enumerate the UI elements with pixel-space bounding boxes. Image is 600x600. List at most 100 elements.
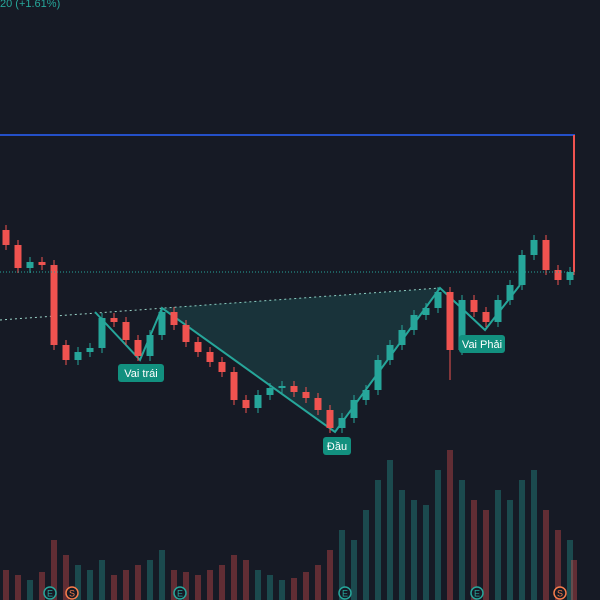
label-box — [323, 437, 351, 455]
pattern-label: Đầu — [327, 441, 347, 453]
event-marker — [338, 586, 352, 600]
event-marker — [553, 586, 567, 600]
volume-bar — [543, 510, 549, 600]
candle-body — [206, 352, 214, 362]
volume-bar — [495, 490, 501, 600]
candle-body — [134, 340, 142, 356]
volume-bar — [315, 565, 321, 600]
event-label: E — [47, 588, 53, 598]
candle-body — [242, 400, 250, 408]
event-marker — [470, 586, 484, 600]
volume-bar — [507, 500, 513, 600]
candle-body — [566, 272, 574, 280]
volume-bar — [39, 572, 45, 600]
candle-body — [362, 390, 370, 400]
candle-body — [386, 345, 394, 360]
volume-bar — [111, 575, 117, 600]
candle-body — [50, 265, 58, 345]
volume-bar — [123, 570, 129, 600]
candle-body — [14, 245, 22, 268]
volume-bar — [183, 572, 189, 600]
candle-body — [530, 240, 538, 255]
price-header: 20 (+1.61%) — [0, 0, 60, 10]
event-marker — [65, 586, 79, 600]
volume-bar — [75, 565, 81, 600]
candle-body — [158, 312, 166, 335]
event-label: E — [474, 588, 480, 598]
event-label: S — [69, 588, 75, 598]
candle-body — [573, 135, 575, 272]
candle-body — [62, 345, 70, 360]
volume-bar — [27, 580, 33, 600]
candle-body — [302, 392, 310, 398]
volume-bar — [207, 570, 213, 600]
volume-bar — [435, 470, 441, 600]
head-area — [162, 288, 440, 432]
event-label: E — [342, 588, 348, 598]
candle-body — [470, 300, 478, 312]
volume-bar — [471, 500, 477, 600]
volume-bar — [339, 530, 345, 600]
volume-bar — [555, 530, 561, 600]
candle-body — [434, 292, 442, 308]
candle-body — [374, 360, 382, 390]
volume-bar — [159, 550, 165, 600]
candle-body — [254, 395, 262, 408]
candle-body — [494, 300, 502, 322]
volume-bar — [255, 570, 261, 600]
volume-bar — [531, 470, 537, 600]
candle-body — [26, 262, 34, 268]
candle-body — [506, 285, 514, 300]
volume-bar — [447, 450, 453, 600]
candle-body — [278, 386, 286, 388]
volume-bar — [459, 480, 465, 600]
event-label: S — [557, 588, 563, 598]
candle-body — [110, 318, 118, 322]
volume-bar — [483, 510, 489, 600]
candle-body — [542, 240, 550, 270]
volume-bar — [327, 550, 333, 600]
volume-bar — [99, 560, 105, 600]
candle-body — [38, 262, 46, 265]
pattern-label: Vai Phải — [462, 339, 502, 351]
candle-body — [482, 312, 490, 322]
volume-bar — [567, 540, 573, 600]
volume-bar — [375, 480, 381, 600]
candle-body — [314, 398, 322, 410]
volume-bar — [63, 555, 69, 600]
candle-body — [74, 352, 82, 360]
candle-body — [518, 255, 526, 285]
candle-body — [230, 372, 238, 400]
candle-body — [398, 330, 406, 345]
volume-bar — [291, 578, 297, 600]
neckline — [0, 287, 441, 321]
volume-bar — [195, 575, 201, 600]
volume-bar — [147, 560, 153, 600]
candle-body — [170, 312, 178, 325]
candle-body — [422, 308, 430, 315]
candle-body — [146, 335, 154, 356]
candle-body — [446, 292, 454, 350]
volume-bar — [243, 560, 249, 600]
volume-bar — [571, 560, 577, 600]
candle-body — [122, 322, 130, 340]
volume-bar — [15, 575, 21, 600]
candle-body — [218, 362, 226, 372]
volume-bar — [267, 575, 273, 600]
event-marker — [173, 586, 187, 600]
volume-bar — [3, 570, 9, 600]
event-marker — [43, 586, 57, 600]
volume-bar — [279, 580, 285, 600]
volume-bar — [219, 565, 225, 600]
candle-body — [326, 410, 334, 428]
candle-body — [554, 270, 562, 280]
label-box — [118, 364, 164, 382]
label-box — [459, 335, 505, 353]
volume-bar — [519, 480, 525, 600]
candle-body — [266, 388, 274, 395]
pattern-label: Vai trái — [124, 368, 157, 380]
volume-bar — [423, 505, 429, 600]
candle-body — [2, 230, 10, 245]
candle-body — [98, 318, 106, 348]
